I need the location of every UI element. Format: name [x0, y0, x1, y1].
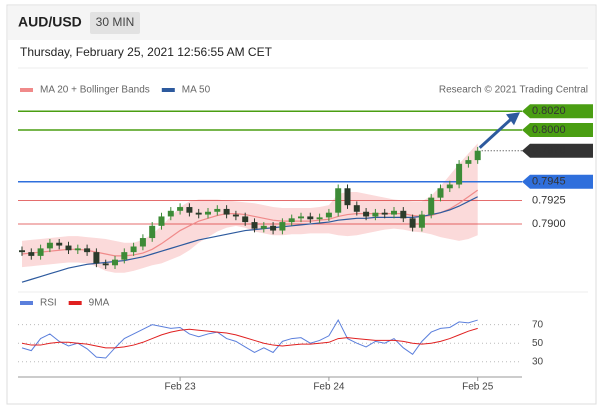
line [21, 319, 478, 359]
candle-body [251, 222, 258, 229]
candle-body [56, 242, 63, 246]
candle-body [46, 242, 53, 249]
arrow-shaft [478, 117, 514, 149]
candle-body [279, 222, 286, 231]
legend-label: RSI [40, 298, 57, 309]
candle-body [139, 238, 146, 247]
candle-body [353, 205, 360, 212]
level-box [522, 143, 593, 158]
candle-body [270, 225, 277, 231]
candle-body [409, 218, 416, 228]
candle-body [93, 252, 100, 264]
candle-body [149, 225, 156, 239]
candle-body [112, 259, 118, 266]
candle-body [316, 217, 323, 220]
candle-body [298, 216, 304, 219]
level-label: 0.7900 [532, 218, 566, 230]
level-box [522, 174, 593, 189]
candle-body [158, 216, 165, 226]
candle-body [288, 218, 295, 223]
legend-label: MA 20 + Bollinger Bands [40, 85, 150, 96]
candle-body [214, 208, 221, 212]
legend-swatch [20, 301, 33, 305]
source: Research © 2021 Trading Central [439, 85, 588, 96]
candle-body [428, 197, 435, 215]
candle-body [130, 246, 137, 253]
candle-body [74, 248, 81, 251]
datetime: Thursday, February 25, 2021 12:56:55 AM … [20, 45, 273, 59]
level-label: 0.7978 [532, 145, 566, 157]
level-label: 0.8020 [532, 105, 566, 117]
level-label: 0.7945 [532, 176, 566, 188]
candle-body [325, 212, 332, 218]
symbol: AUD/USD [18, 14, 82, 30]
y-tick-label: 70 [532, 319, 544, 330]
line [21, 327, 478, 349]
x-tick-label: Feb 24 [313, 382, 345, 393]
arrow-head [506, 112, 520, 126]
candle-body [381, 212, 388, 215]
timeframe-badge [90, 12, 140, 34]
candle-body [260, 225, 267, 229]
candle-body [437, 188, 444, 198]
candle-body [121, 252, 128, 260]
x-tick-label: Feb 25 [462, 382, 494, 393]
candle-body [102, 263, 109, 266]
candle-body [400, 210, 407, 219]
legend-label: 9MA [89, 298, 110, 309]
legend-swatch [161, 88, 175, 92]
candle-body [465, 160, 472, 164]
y-tick-label: 50 [532, 338, 544, 349]
candle-body [372, 212, 379, 217]
candle-body [177, 207, 184, 211]
candle-body [19, 250, 25, 253]
level-label: 0.7925 [532, 194, 566, 206]
legend-swatch [20, 88, 33, 92]
candle-body [363, 211, 370, 217]
candle-body [418, 214, 425, 228]
legend-swatch [68, 301, 82, 305]
level-box [522, 123, 593, 138]
bollinger-band [22, 143, 478, 273]
candle-body [446, 184, 453, 189]
candle-body [186, 207, 193, 213]
candle-body [232, 214, 239, 217]
candle-body [37, 248, 44, 256]
level-label: 0.8000 [532, 124, 566, 136]
candle-body [344, 188, 351, 206]
y-tick-label: 30 [532, 356, 544, 367]
legend-label: MA 50 [182, 85, 211, 96]
candle-body [205, 211, 211, 215]
candle-body [195, 212, 202, 215]
candle-body [335, 188, 342, 213]
level-box [522, 104, 593, 119]
candle-body [456, 163, 463, 185]
candle-body [242, 216, 249, 223]
candle-body [474, 150, 481, 161]
candle-body [391, 210, 397, 215]
candle-body [28, 252, 35, 256]
candle-body [65, 245, 72, 251]
candle-body [167, 210, 174, 217]
candle-body [307, 216, 314, 220]
timeframe: 30 MIN [96, 15, 135, 29]
candle-body [84, 248, 91, 253]
x-tick-label: Feb 23 [165, 382, 197, 393]
candle-body [223, 208, 230, 215]
